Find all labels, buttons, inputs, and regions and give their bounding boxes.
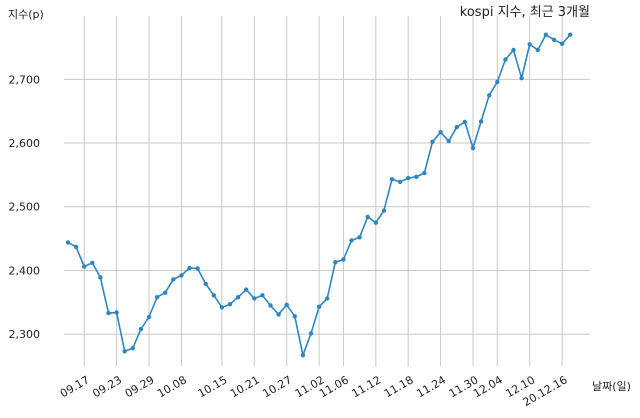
chart-title: kospi 지수, 최근 3개월 (460, 5, 590, 20)
x-tick-label: 10.08 (155, 373, 189, 400)
x-axis-label: 날짜(일) (592, 379, 631, 393)
y-tick-label: 2,700 (9, 73, 41, 86)
x-tick-label: 10.21 (228, 373, 262, 400)
data-point (244, 287, 249, 292)
x-tick-label: 11.12 (350, 373, 384, 400)
data-point (438, 130, 443, 135)
data-point (98, 275, 103, 280)
data-point (90, 260, 95, 265)
data-point (316, 304, 322, 309)
data-point (349, 238, 354, 243)
data-point (454, 124, 459, 130)
data-point (503, 57, 508, 62)
data-point (73, 244, 79, 250)
data-point (325, 296, 330, 301)
data-point (154, 295, 160, 300)
data-point (446, 138, 451, 144)
y-tick-label: 2,300 (9, 328, 41, 341)
data-point (527, 42, 532, 47)
y-axis-ticks: 2,300 2,400 2,500 2,600 2,700 (9, 73, 41, 341)
data-point (268, 303, 273, 308)
x-tick-label: 11.24 (414, 373, 448, 400)
data-point (430, 139, 435, 144)
data-point (292, 314, 297, 319)
data-point (543, 32, 549, 37)
data-point (187, 265, 192, 271)
data-point (470, 145, 476, 151)
data-point (179, 273, 184, 278)
data-point (284, 302, 289, 307)
data-point (535, 47, 540, 53)
data-point (106, 310, 111, 316)
y-tick-label: 2,400 (9, 264, 41, 277)
y-axis-label: 지수(p) (8, 8, 44, 21)
data-point (146, 314, 152, 320)
data-point (82, 264, 87, 269)
y-tick-label: 2,500 (9, 201, 41, 214)
x-tick-label: 09.23 (90, 373, 124, 400)
data-point (195, 266, 200, 271)
data-point (478, 119, 484, 124)
data-point (406, 175, 411, 181)
data-point (551, 37, 557, 42)
data-point (397, 179, 403, 185)
data-point (487, 93, 492, 98)
data-point (462, 119, 468, 125)
data-point (414, 174, 419, 179)
data-point (568, 32, 573, 37)
data-point (130, 346, 135, 351)
data-point (308, 331, 314, 336)
data-point (203, 281, 208, 286)
data-point (138, 326, 144, 332)
data-point (171, 277, 176, 282)
data-point (341, 257, 346, 262)
data-point (114, 310, 119, 315)
data-point (276, 312, 281, 317)
data-point (300, 353, 306, 358)
data-point (422, 170, 427, 176)
y-tick-label: 2,600 (9, 137, 41, 150)
data-point (252, 296, 257, 301)
grid (64, 16, 590, 366)
data-point (389, 177, 395, 182)
data-point (65, 240, 71, 245)
data-point (260, 293, 265, 298)
data-point (511, 47, 516, 53)
data-point (495, 79, 500, 85)
data-point (235, 295, 241, 300)
data-point (357, 235, 362, 240)
x-tick-label: 10.27 (260, 373, 294, 400)
data-point (227, 302, 233, 307)
series-kospi (65, 32, 573, 359)
data-point (365, 214, 370, 220)
x-tick-label: 09.17 (58, 373, 92, 400)
data-point (519, 75, 524, 81)
x-tick-label: 09.29 (123, 373, 157, 400)
data-point (163, 290, 168, 295)
data-point (559, 41, 565, 46)
data-point (211, 293, 216, 298)
data-point (219, 305, 225, 310)
data-point (373, 220, 378, 225)
x-tick-label: 10.15 (196, 373, 230, 400)
data-point (333, 260, 338, 265)
data-point (122, 349, 127, 354)
data-point (381, 208, 387, 213)
x-tick-label: 11.18 (382, 373, 416, 400)
